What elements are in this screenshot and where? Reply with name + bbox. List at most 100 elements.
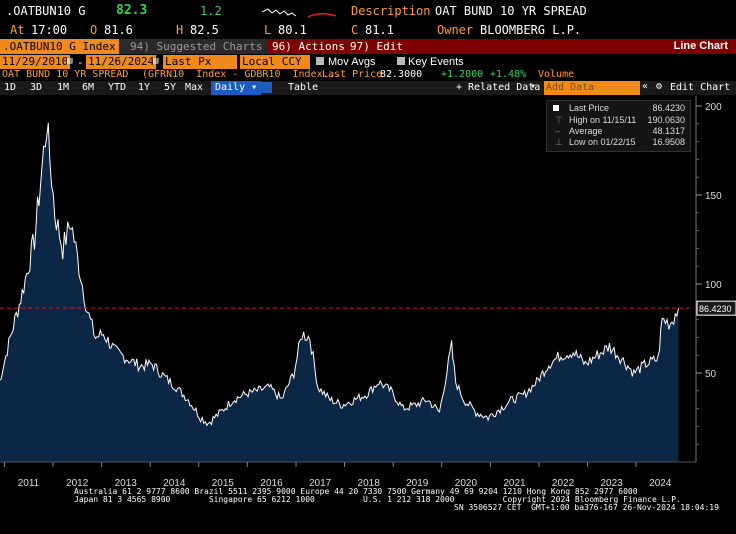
legend-row-low: ⊥ Low on 01/22/15 16.9508 [555, 137, 685, 147]
mov-avgs-label: Mov Avgs [328, 56, 376, 68]
security-field[interactable]: .OATBUN10 G Index [0, 39, 119, 54]
edit-menu[interactable]: 97) Edit ▾ [346, 39, 421, 54]
x-tick-label: 2012 [66, 478, 89, 489]
legend-average-label: Average [569, 126, 603, 136]
close-value: 81.1 [365, 23, 394, 37]
last-value-box [696, 300, 736, 316]
toolbar: .OATBUN10 G Index 94) Suggested Charts 9… [0, 39, 736, 54]
footer: Australia 61 2 9777 8600 Brazil 5511 239… [0, 486, 736, 530]
chart-type-icon[interactable] [258, 82, 295, 95]
legend-last-label: Last Price [569, 103, 610, 113]
series-line [0, 122, 679, 427]
x-tick-label: 2020 [455, 478, 478, 489]
sparkline-icon [262, 8, 337, 18]
table-button[interactable]: Table [288, 82, 319, 93]
x-tick-label: 2024 [649, 478, 672, 489]
key-events-label: Key Events [408, 56, 464, 68]
period-button-1m[interactable]: 1M [57, 82, 70, 93]
description-value: OAT BUND 10 YR SPREAD [435, 4, 587, 18]
legend-row-high: ⊤ High on 11/15/11 190.0630 [555, 115, 685, 125]
legend-high-label: High on 11/15/11 [569, 115, 637, 125]
y-tick-label: 200 [705, 102, 722, 113]
legend-row-average: – Average 48.1317 [555, 126, 685, 136]
chart-legend: Last Price 86.4230 ⊤ High on 11/15/11 19… [546, 100, 691, 152]
time-value: 17:00 [31, 23, 68, 37]
suggested-charts-menu[interactable]: 94) Suggested Charts [130, 40, 263, 53]
period-button-6m[interactable]: 6M [82, 82, 95, 93]
frequency-label: Daily [215, 82, 246, 93]
chart-area: 50 100 150 200 86.4230 2011 2012 2013 2014 2015 20… [0, 96, 736, 530]
period-button-ytd[interactable]: YTD [108, 82, 127, 93]
owner-label: Owner [437, 23, 474, 37]
field-select[interactable]: Last Px [163, 55, 237, 69]
period-button-1d[interactable]: 1D [4, 82, 17, 93]
x-tick-label: 2021 [503, 478, 526, 489]
legend-low-value: 16.9508 [652, 137, 685, 147]
footer-line-3: SN 3506527 CET GMT+1:00 ba376-167 26-Nov… [454, 503, 719, 512]
key-events-checkbox[interactable] [397, 57, 405, 65]
footer-line-2: Japan 81 3 4565 8900 Singapore 65 6212 1… [74, 495, 681, 504]
x-tick-label: 2022 [552, 478, 575, 489]
footer-line-1: Australia 61 2 9777 8600 Brazil 5511 239… [74, 487, 638, 496]
legend-swatch [553, 105, 559, 111]
actions-label: 96) Actions [272, 40, 345, 53]
legend-high-value: 190.0630 [647, 115, 685, 125]
period-button-max[interactable]: Max [185, 82, 204, 93]
x-tick-label: 2019 [406, 478, 429, 489]
close-label: C [351, 23, 359, 37]
owner-value: BLOOMBERG L.P. [480, 23, 582, 37]
header-row-1: .OATBUN10 G 82.3 1.2 Description OAT BUN… [0, 0, 736, 22]
legend-row-last: Last Price 86.4230 [549, 103, 687, 114]
x-tick-label: 2015 [212, 478, 235, 489]
mov-avgs-checkbox[interactable] [316, 57, 324, 65]
info-change: +1.2000 [441, 69, 484, 80]
legend-last-value: 86.4230 [652, 103, 685, 113]
edit-chart-button[interactable]: Edit Chart [670, 82, 731, 93]
y-tick-label: 50 [705, 369, 717, 380]
period-bar: 1D 3D 1M 6M YTD 1Y 5Y Max Daily ▾ Table + Relat… [0, 81, 736, 95]
view-title: Line Chart [673, 40, 728, 52]
legend-low-label: Low on 01/22/15 [569, 137, 636, 147]
start-date-input[interactable]: 11/29/2010 [0, 55, 71, 69]
formula: (GFRN10 Index - GDBR10 Index... [142, 69, 341, 80]
open-value: 81.6 [104, 23, 133, 37]
y-tick-label: 100 [705, 280, 722, 291]
last-price-value: 82.3000 [380, 69, 423, 80]
high-label: H [176, 23, 184, 37]
high-value: 82.5 [190, 23, 219, 37]
change-value: 1.2 [200, 4, 222, 18]
calendar-icon[interactable]: ▤ [67, 56, 73, 66]
security-name: OAT BUND 10 YR SPREAD [2, 69, 129, 80]
calendar-icon[interactable]: ▤ [153, 56, 159, 66]
volume-label: Volume [538, 69, 575, 80]
x-tick-label: 2013 [115, 478, 138, 489]
y-tick-label: 150 [705, 191, 722, 202]
last-value-label: 86.4230 [699, 304, 732, 314]
header-row-2: At 17:00 O 81.6 H 82.5 L 80.1 C 81.1 Own… [0, 22, 736, 39]
x-tick-label: 2016 [260, 478, 283, 489]
last-price-label: Last Price [322, 69, 383, 80]
period-button-5y[interactable]: 5Y [164, 82, 177, 93]
dropdown-arrow-icon[interactable]: ▾ [530, 81, 537, 92]
params-row: 11/29/2010 ▤ - 11/26/2024 ▤ Last Px Loca… [0, 55, 464, 69]
collapse-icon[interactable]: « [642, 81, 649, 92]
series-area [0, 122, 679, 462]
x-tick-label: 2014 [163, 478, 186, 489]
currency-select[interactable]: Local CCY [240, 55, 310, 69]
gear-icon[interactable]: ⚙ [656, 81, 663, 92]
ticker-label: .OATBUN10 G [6, 4, 86, 18]
period-button-1y[interactable]: 1Y [138, 82, 151, 93]
x-tick-label: 2017 [309, 478, 332, 489]
info-row: OAT BUND 10 YR SPREAD (GFRN10 Index - GD… [0, 69, 736, 82]
frequency-select[interactable]: Daily ▾ [211, 81, 262, 95]
description-label: Description [351, 4, 431, 18]
edit-label: 97) Edit [350, 40, 403, 53]
related-data-button[interactable]: + Related Data [456, 82, 541, 93]
legend-average-value: 48.1317 [652, 126, 685, 136]
last-value: 82.3 [116, 3, 148, 18]
add-data-input[interactable]: Add Data [544, 81, 640, 95]
end-date-input[interactable]: 11/26/2024 [86, 55, 157, 69]
at-label: At [10, 23, 25, 37]
period-button-3d[interactable]: 3D [30, 82, 43, 93]
open-label: O [90, 23, 98, 37]
